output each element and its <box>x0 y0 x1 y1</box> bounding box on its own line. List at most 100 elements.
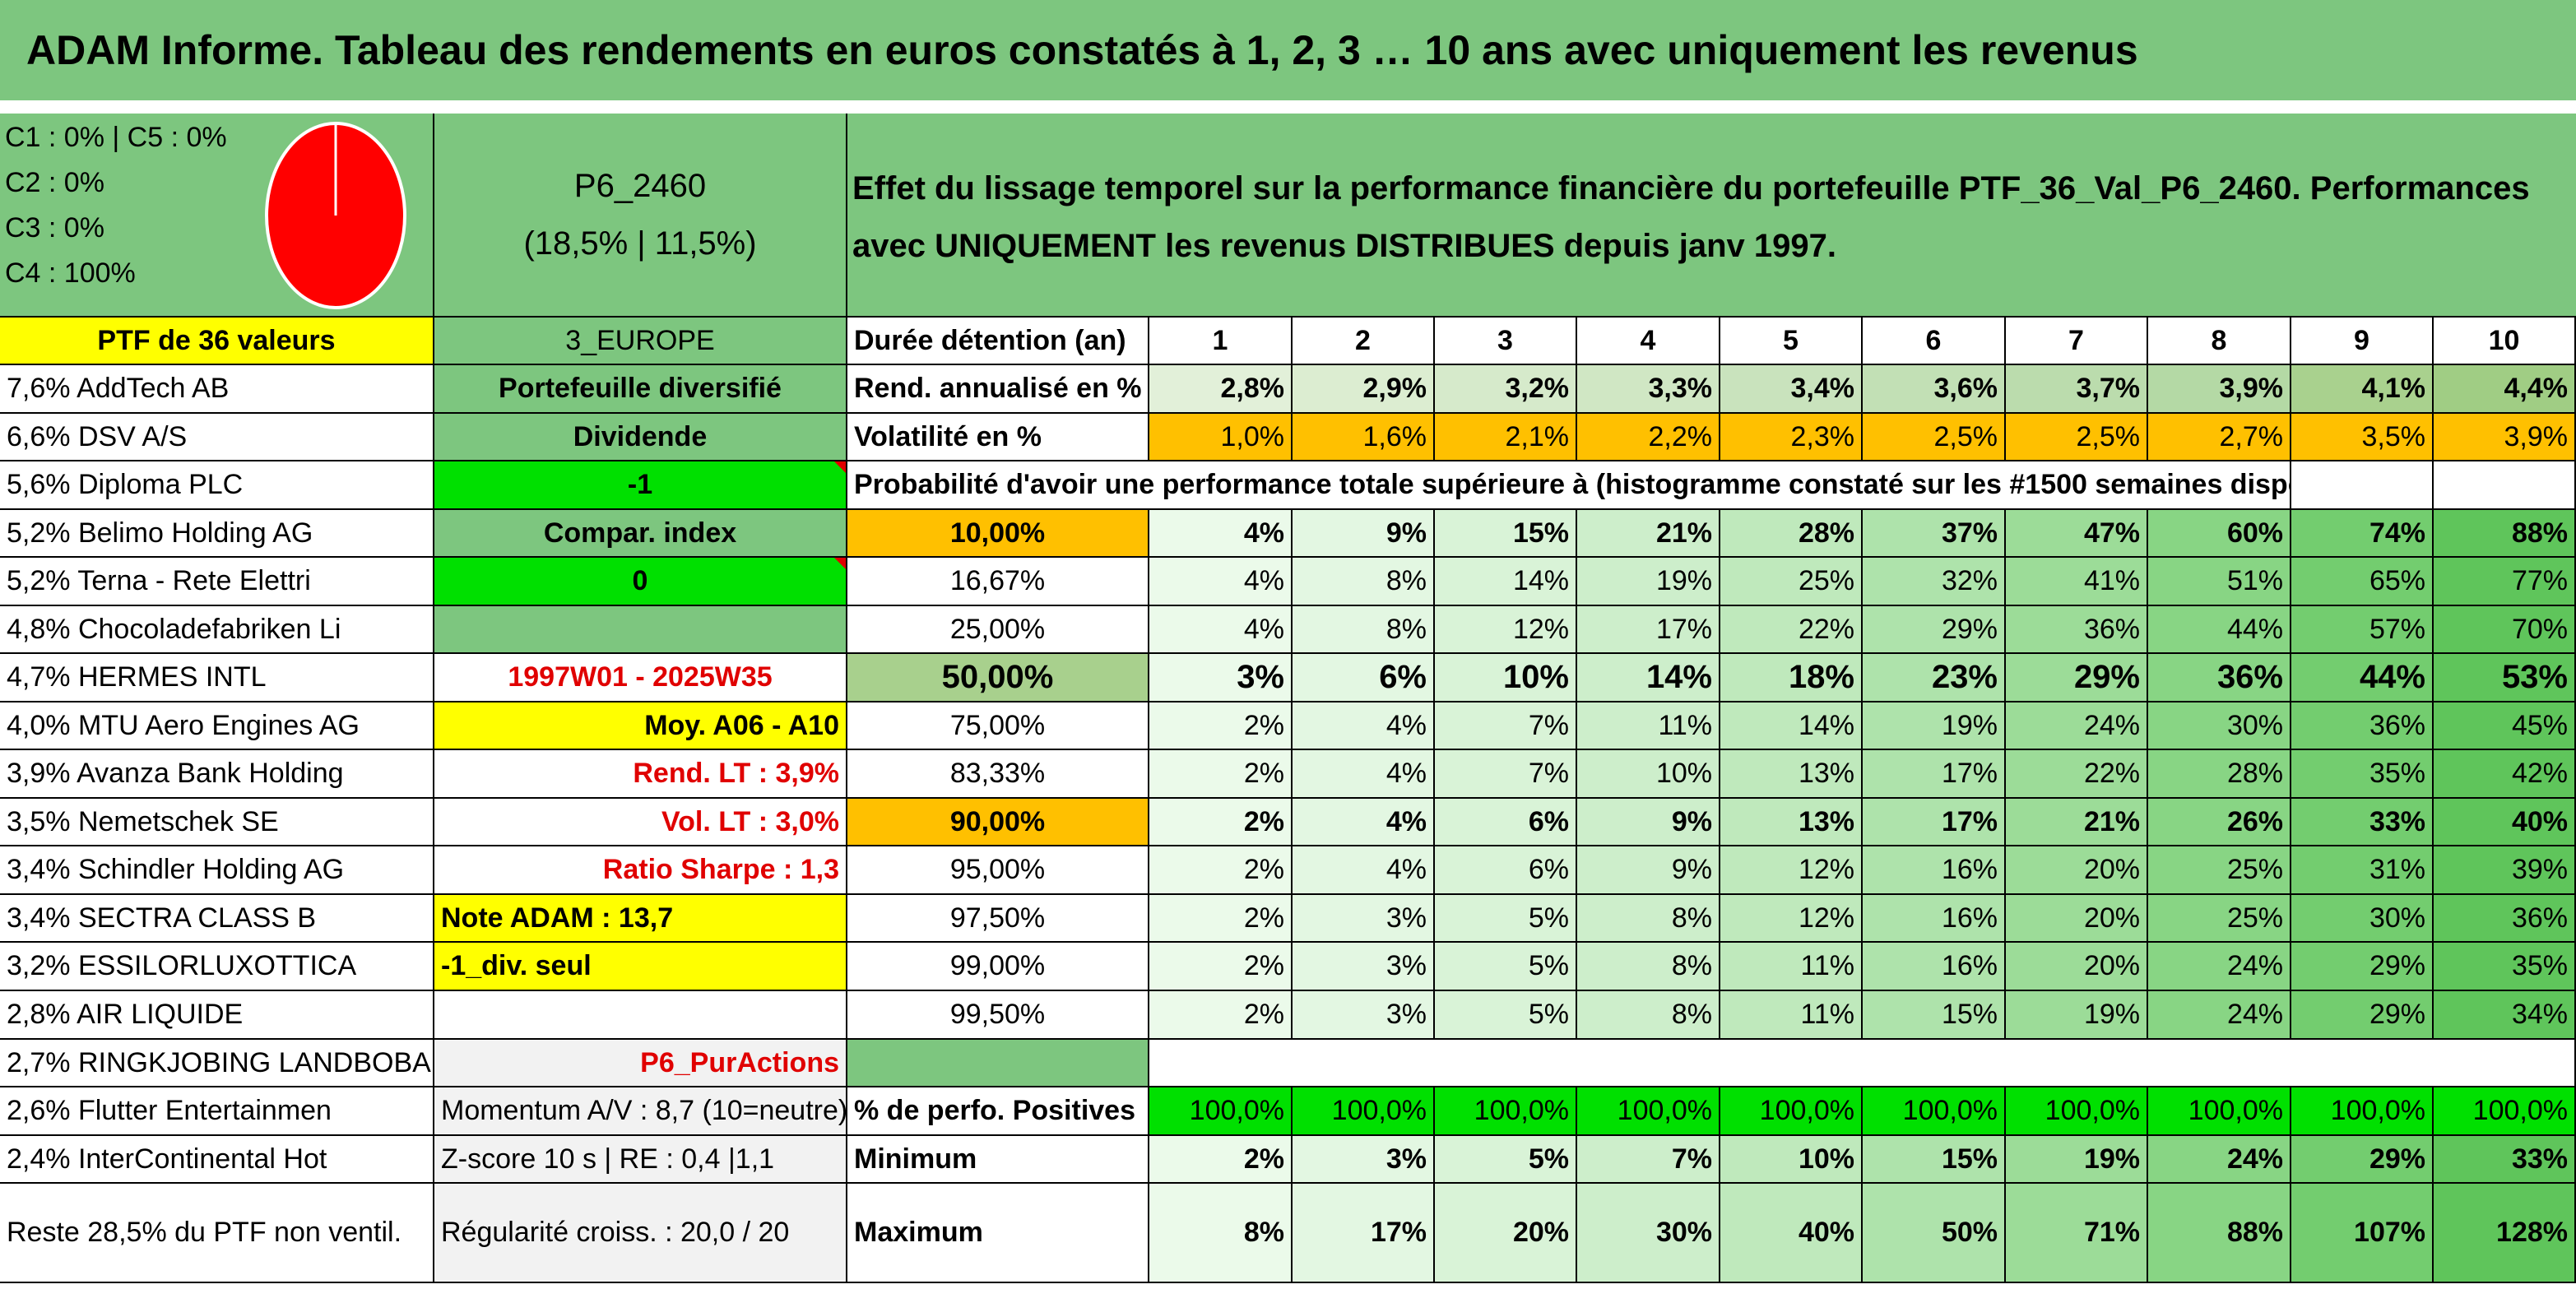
probability-value[interactable]: 6% <box>1293 654 1435 702</box>
probability-value[interactable]: 36% <box>2434 895 2576 943</box>
holding-row[interactable]: 5,2% Belimo Holding AG <box>0 510 434 558</box>
probability-value[interactable]: 20% <box>2006 943 2148 991</box>
compare-index-cell[interactable]: Compar. index <box>434 510 847 558</box>
return-value[interactable]: 3,6% <box>1863 365 2006 414</box>
probability-value[interactable]: 13% <box>1720 799 1863 846</box>
probability-value[interactable]: 74% <box>2291 510 2434 558</box>
probability-value[interactable]: 2% <box>1149 895 1293 943</box>
probability-value[interactable]: 41% <box>2006 558 2148 606</box>
probability-value[interactable]: 47% <box>2006 510 2148 558</box>
positive-perf-label[interactable]: % de perfo. Positives <box>847 1087 1149 1136</box>
dividend-only-cell[interactable]: -1_div. seul <box>434 943 847 991</box>
probability-value[interactable]: 20% <box>2006 846 2148 895</box>
minimum-value[interactable]: 15% <box>1863 1136 2006 1184</box>
probability-value[interactable]: 2% <box>1149 799 1293 846</box>
year-header[interactable]: 10 <box>2434 318 2576 365</box>
positive-perf-value[interactable]: 100,0% <box>1149 1087 1293 1136</box>
probability-value[interactable]: 14% <box>1435 558 1577 606</box>
probability-value[interactable]: 20% <box>2006 895 2148 943</box>
minimum-value[interactable]: 10% <box>1720 1136 1863 1184</box>
probability-value[interactable]: 2% <box>1149 846 1293 895</box>
year-header[interactable]: 6 <box>1863 318 2006 365</box>
sharpe-ratio-cell[interactable]: Ratio Sharpe : 1,3 <box>434 846 847 895</box>
probability-value[interactable]: 13% <box>1720 750 1863 799</box>
volatility-value[interactable]: 2,3% <box>1720 414 1863 461</box>
probability-value[interactable]: 14% <box>1577 654 1720 702</box>
maximum-value[interactable]: 128% <box>2434 1184 2576 1283</box>
probability-value[interactable]: 10% <box>1435 654 1577 702</box>
minimum-value[interactable]: 19% <box>2006 1136 2148 1184</box>
return-value[interactable]: 3,3% <box>1577 365 1720 414</box>
probability-value[interactable]: 88% <box>2434 510 2576 558</box>
holding-row[interactable]: 3,4% SECTRA CLASS B <box>0 895 434 943</box>
probability-value[interactable]: 22% <box>2006 750 2148 799</box>
probability-value[interactable]: 12% <box>1720 846 1863 895</box>
probability-value[interactable]: 42% <box>2434 750 2576 799</box>
probability-threshold[interactable]: 75,00% <box>847 702 1149 750</box>
minimum-value[interactable]: 3% <box>1293 1136 1435 1184</box>
probability-value[interactable]: 7% <box>1435 750 1577 799</box>
probability-value[interactable]: 26% <box>2148 799 2291 846</box>
probability-threshold[interactable]: 99,50% <box>847 991 1149 1040</box>
probability-value[interactable]: 39% <box>2434 846 2576 895</box>
probability-value[interactable]: 8% <box>1577 895 1720 943</box>
maximum-value[interactable]: 17% <box>1293 1184 1435 1283</box>
minimum-value[interactable]: 5% <box>1435 1136 1577 1184</box>
probability-value[interactable]: 45% <box>2434 702 2576 750</box>
probability-value[interactable]: 35% <box>2434 943 2576 991</box>
maximum-value[interactable]: 8% <box>1149 1184 1293 1283</box>
probability-value[interactable]: 7% <box>1435 702 1577 750</box>
probability-value[interactable]: 5% <box>1435 991 1577 1040</box>
probability-value[interactable]: 12% <box>1720 895 1863 943</box>
positive-perf-value[interactable]: 100,0% <box>1577 1087 1720 1136</box>
probability-value[interactable]: 8% <box>1577 943 1720 991</box>
long-term-return-cell[interactable]: Rend. LT : 3,9% <box>434 750 847 799</box>
probability-value[interactable]: 5% <box>1435 895 1577 943</box>
probability-value[interactable]: 36% <box>2006 606 2148 654</box>
minimum-label[interactable]: Minimum <box>847 1136 1149 1184</box>
probability-value[interactable]: 8% <box>1293 558 1435 606</box>
probability-value[interactable]: 11% <box>1720 991 1863 1040</box>
probability-threshold[interactable]: 16,67% <box>847 558 1149 606</box>
average-range-cell[interactable]: Moy. A06 - A10 <box>434 702 847 750</box>
probability-value[interactable]: 9% <box>1577 799 1720 846</box>
volatility-value[interactable]: 3,5% <box>2291 414 2434 461</box>
year-header[interactable]: 5 <box>1720 318 1863 365</box>
volatility-value[interactable]: 2,7% <box>2148 414 2291 461</box>
positive-perf-value[interactable]: 100,0% <box>1293 1087 1435 1136</box>
probability-value[interactable]: 25% <box>1720 558 1863 606</box>
portfolio-id-cell[interactable]: P6_2460 (18,5% | 11,5%) <box>434 114 847 318</box>
holding-row[interactable]: 5,2% Terna - Rete Elettri <box>0 558 434 606</box>
probability-value[interactable]: 29% <box>2006 654 2148 702</box>
probability-value[interactable]: 25% <box>2148 895 2291 943</box>
probability-value[interactable]: 24% <box>2006 702 2148 750</box>
holding-row[interactable]: 5,6% Diploma PLC <box>0 461 434 510</box>
adam-score-cell[interactable]: Note ADAM : 13,7 <box>434 895 847 943</box>
holding-row[interactable]: 7,6% AddTech AB <box>0 365 434 414</box>
source-cell[interactable]: P6_PurActions <box>434 1040 847 1087</box>
maximum-label[interactable]: Maximum <box>847 1184 1149 1283</box>
probability-value[interactable]: 2% <box>1149 943 1293 991</box>
probability-value[interactable]: 36% <box>2291 702 2434 750</box>
return-value[interactable]: 3,7% <box>2006 365 2148 414</box>
probability-value[interactable]: 11% <box>1577 702 1720 750</box>
probability-value[interactable]: 15% <box>1863 991 2006 1040</box>
probability-value[interactable]: 12% <box>1435 606 1577 654</box>
probability-value[interactable]: 3% <box>1293 895 1435 943</box>
probability-value[interactable]: 3% <box>1149 654 1293 702</box>
probability-value[interactable]: 57% <box>2291 606 2434 654</box>
probability-value[interactable]: 19% <box>1863 702 2006 750</box>
probability-value[interactable]: 30% <box>2291 895 2434 943</box>
volatility-value[interactable]: 2,5% <box>2006 414 2148 461</box>
ptf-size-label[interactable]: PTF de 36 valeurs <box>0 318 434 365</box>
probability-value[interactable]: 17% <box>1577 606 1720 654</box>
return-value[interactable]: 3,4% <box>1720 365 1863 414</box>
indicator-value-cell[interactable]: -1 <box>434 461 847 510</box>
holding-row[interactable]: 4,0% MTU Aero Engines AG <box>0 702 434 750</box>
probability-value[interactable]: 6% <box>1435 846 1577 895</box>
probability-value[interactable]: 24% <box>2148 943 2291 991</box>
period-cell[interactable]: 1997W01 - 2025W35 <box>434 654 847 702</box>
return-value[interactable]: 2,8% <box>1149 365 1293 414</box>
probability-value[interactable]: 31% <box>2291 846 2434 895</box>
maximum-value[interactable]: 107% <box>2291 1184 2434 1283</box>
